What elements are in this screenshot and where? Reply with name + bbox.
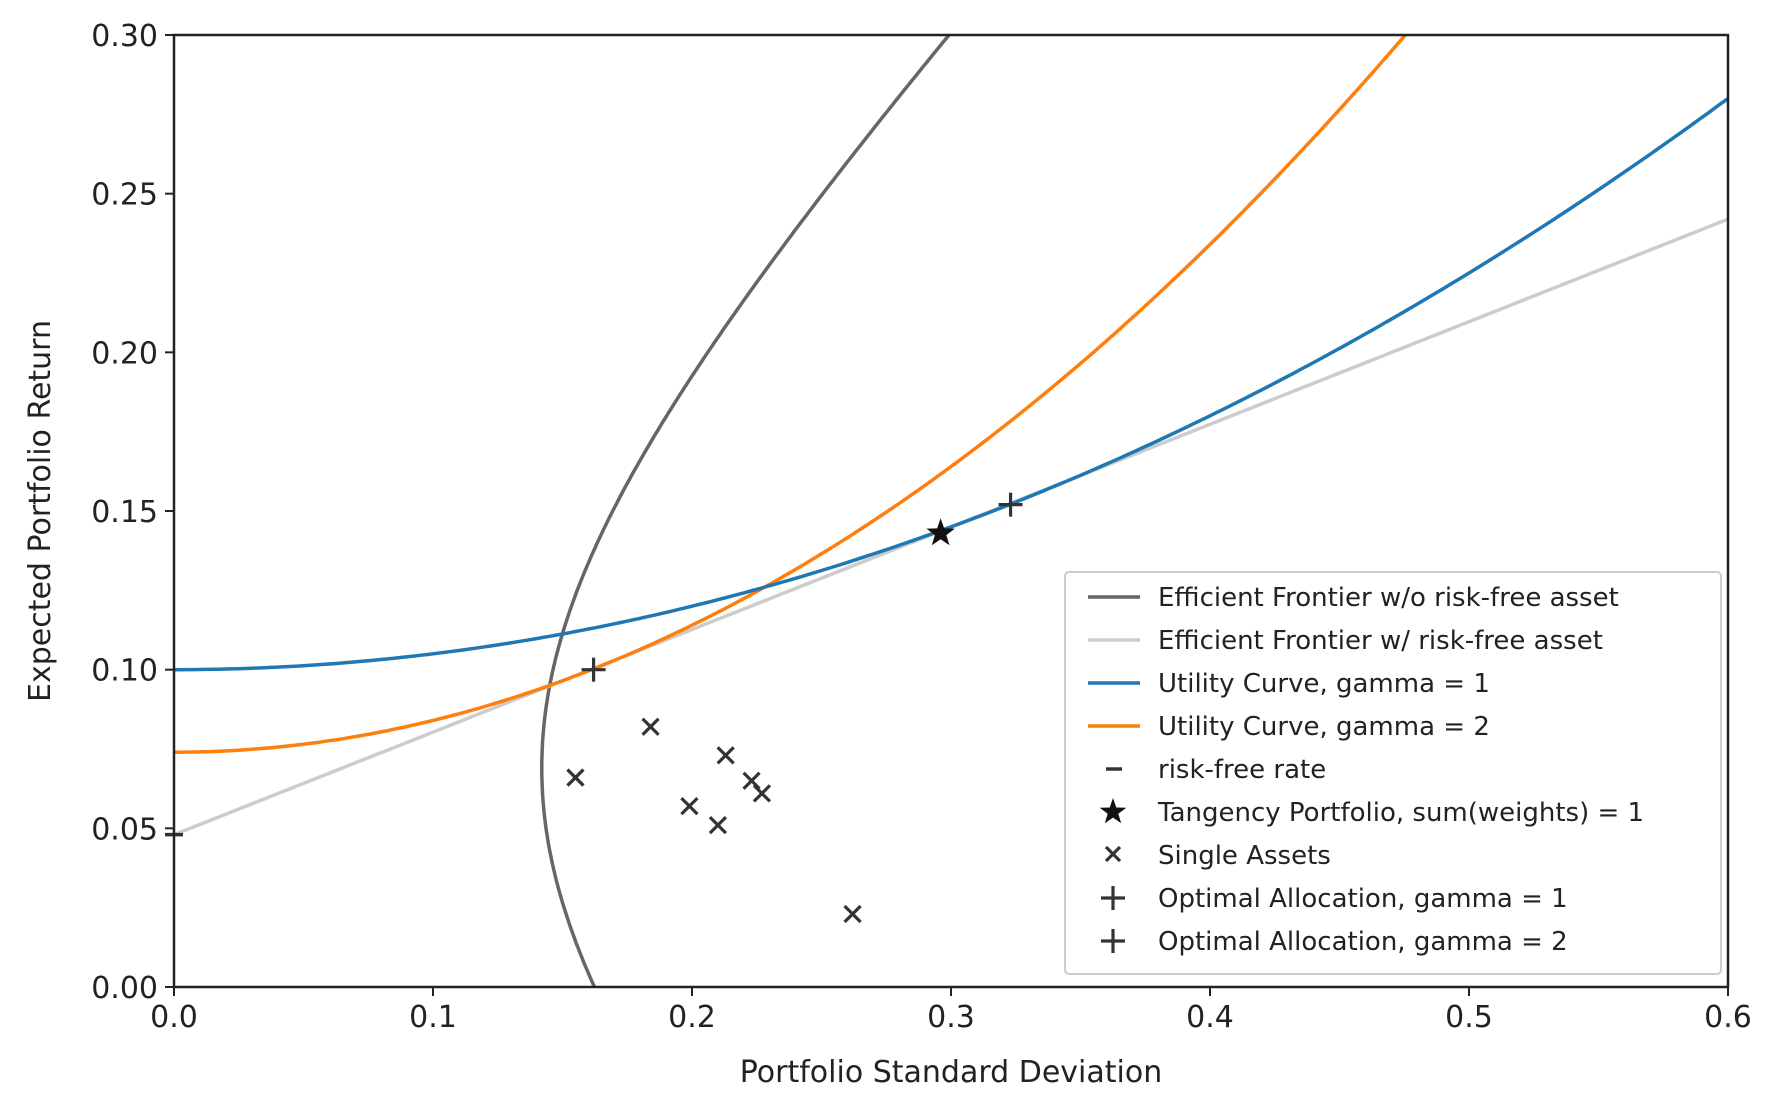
legend-label-frontier-no-rf: Efficient Frontier w/o risk-free asset [1158, 583, 1619, 613]
x-tick-label: 0.0 [150, 1000, 198, 1035]
utility-curve-gamma2-line [174, 35, 1408, 754]
legend-label-single-assets: Single Assets [1158, 841, 1331, 871]
tangency-portfolio-marker [926, 518, 955, 546]
x-tick-label: 0.4 [1186, 1000, 1234, 1035]
legend-marker-optimal-gamma1-plus [1101, 886, 1125, 910]
x-tick-label: 0.5 [1445, 1000, 1493, 1035]
single-asset-marker [716, 746, 735, 765]
legend-label-optimal-gamma1: Optimal Allocation, gamma = 1 [1158, 884, 1568, 914]
y-tick-label: 0.30 [91, 19, 158, 54]
markers-layer [165, 492, 1023, 924]
single-asset-marker [843, 904, 862, 924]
legend-label-frontier-rf: Efficient Frontier w/ risk-free asset [1158, 626, 1603, 656]
y-tick-label: 0.25 [91, 178, 158, 213]
y-tick-label: 0.05 [91, 812, 158, 847]
legend-label-utility-gamma1: Utility Curve, gamma = 1 [1158, 669, 1490, 699]
single-asset-marker [742, 771, 761, 790]
y-tick-label: 0.00 [91, 971, 158, 1006]
single-asset-marker [708, 816, 728, 835]
single-asset-marker [566, 768, 585, 787]
legend-frame [1064, 571, 1722, 975]
y-tick-label: 0.10 [91, 654, 158, 689]
utility-curve-gamma1-line [174, 97, 1728, 672]
y-tick-label: 0.15 [91, 495, 158, 530]
legend-label-utility-gamma2: Utility Curve, gamma = 2 [1158, 712, 1490, 742]
y-axis: 0.00 0.05 0.10 0.15 0.20 0.25 0.30 [91, 19, 174, 1006]
x-axis-label: Portfolio Standard Deviation [740, 1055, 1162, 1090]
single-asset-marker [752, 784, 772, 803]
x-tick-label: 0.6 [1704, 1000, 1752, 1035]
y-tick-label: 0.20 [91, 336, 158, 371]
legend-marker-tangency-star [1099, 798, 1127, 824]
legend: Efficient Frontier w/o risk-free asset E… [1064, 571, 1722, 975]
optimal-allocation-gamma1-marker [998, 492, 1023, 517]
y-axis-label: Expected Portfolio Return [23, 320, 58, 702]
single-asset-marker [680, 796, 699, 816]
curves-layer [174, 35, 1728, 987]
optimal-allocation-gamma2-marker [581, 657, 606, 682]
single-asset-marker [641, 717, 660, 736]
legend-marker-single-asset-x [1104, 845, 1122, 863]
x-axis: 0.0 0.1 0.2 0.3 0.4 0.5 0.6 [150, 987, 1752, 1035]
legend-label-tangency: Tangency Portfolio, sum(weights) = 1 [1157, 798, 1644, 828]
x-tick-label: 0.2 [668, 1000, 716, 1035]
x-tick-label: 0.1 [409, 1000, 457, 1035]
legend-label-optimal-gamma2: Optimal Allocation, gamma = 2 [1158, 927, 1568, 957]
efficient-frontier-no-rf-line [540, 35, 951, 987]
legend-marker-optimal-gamma2-plus [1101, 929, 1125, 953]
x-tick-label: 0.3 [927, 1000, 975, 1035]
legend-label-risk-free-rate: risk-free rate [1158, 755, 1326, 785]
